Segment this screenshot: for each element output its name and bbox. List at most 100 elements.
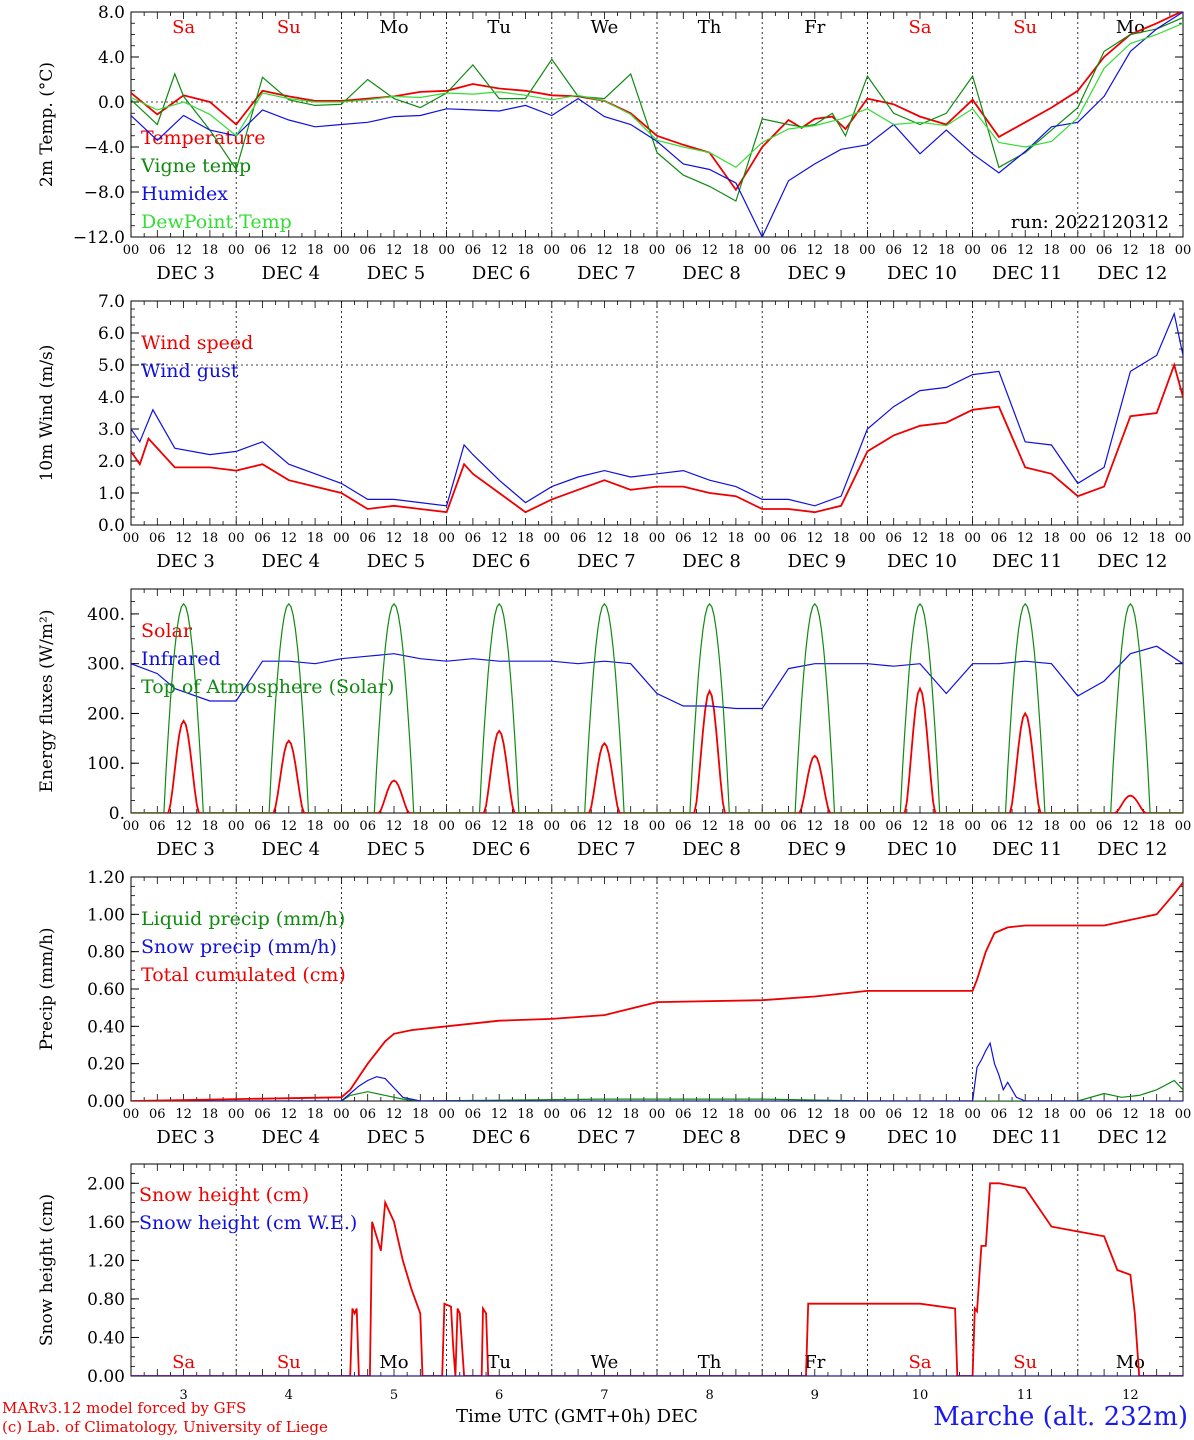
hour-label: 06 bbox=[149, 531, 166, 546]
date-label: DEC 5 bbox=[367, 839, 426, 860]
hour-label: 12 bbox=[1122, 243, 1139, 258]
legend-entry: Snow height (cm W.E.) bbox=[139, 1212, 357, 1234]
hour-label: 12 bbox=[386, 1107, 403, 1122]
date-label: DEC 12 bbox=[1097, 1127, 1167, 1148]
hour-label: 06 bbox=[1096, 531, 1113, 546]
hour-label: 12 bbox=[281, 243, 298, 258]
y-tick-label: 3.0 bbox=[98, 420, 125, 440]
hour-label: 06 bbox=[780, 531, 797, 546]
hour-label: 00 bbox=[1175, 1107, 1192, 1122]
y-tick-label: 4.0 bbox=[98, 388, 125, 408]
hour-label: 12 bbox=[912, 819, 929, 834]
date-label: DEC 10 bbox=[887, 839, 957, 860]
weekday-label: Th bbox=[698, 1352, 722, 1373]
y-axis-title: Energy fluxes (W/m²) bbox=[37, 610, 57, 793]
hour-label: 00 bbox=[859, 819, 876, 834]
day-number-label: 5 bbox=[390, 1388, 398, 1403]
day-number-label: 10 bbox=[912, 1388, 929, 1403]
date-label: DEC 4 bbox=[262, 839, 321, 860]
hour-label: 06 bbox=[359, 819, 376, 834]
date-label: DEC 6 bbox=[472, 839, 531, 860]
weekday-label: Sa bbox=[908, 17, 931, 38]
y-tick-label: −12.0 bbox=[73, 228, 125, 248]
weekday-label: Su bbox=[277, 1352, 301, 1373]
date-label: DEC 6 bbox=[472, 263, 531, 284]
hour-label: 12 bbox=[912, 1107, 929, 1122]
hour-label: 18 bbox=[1148, 243, 1165, 258]
y-tick-label: 300. bbox=[87, 655, 125, 675]
weekday-label: Sa bbox=[172, 1352, 195, 1373]
hour-label: 00 bbox=[1070, 531, 1087, 546]
hour-label: 00 bbox=[754, 531, 771, 546]
legend-entry: Humidex bbox=[141, 183, 228, 205]
date-label: DEC 11 bbox=[992, 839, 1062, 860]
hour-label: 18 bbox=[622, 819, 639, 834]
hour-label: 06 bbox=[1096, 819, 1113, 834]
y-tick-label: 1.20 bbox=[87, 868, 125, 888]
hour-label: 00 bbox=[754, 243, 771, 258]
weekday-label: Mo bbox=[379, 1352, 408, 1373]
series-line-vigne-temp bbox=[131, 17, 1183, 202]
hour-label: 12 bbox=[807, 1107, 824, 1122]
model-line: MARv3.12 model forced by GFS bbox=[2, 1399, 247, 1417]
legend-entry: Liquid precip (mm/h) bbox=[141, 908, 345, 930]
hour-label: 00 bbox=[1070, 1107, 1087, 1122]
date-label: DEC 6 bbox=[472, 1127, 531, 1148]
hour-label: 18 bbox=[622, 1107, 639, 1122]
hour-label: 00 bbox=[123, 243, 140, 258]
hour-label: 18 bbox=[307, 819, 324, 834]
weekday-label: Fr bbox=[804, 1352, 825, 1373]
hour-label: 18 bbox=[1043, 243, 1060, 258]
legend-entry: Temperature bbox=[141, 127, 265, 149]
date-label: DEC 11 bbox=[992, 263, 1062, 284]
hour-label: 18 bbox=[833, 1107, 850, 1122]
hour-label: 00 bbox=[123, 531, 140, 546]
hour-label: 12 bbox=[701, 1107, 718, 1122]
date-label: DEC 4 bbox=[262, 263, 321, 284]
hour-label: 18 bbox=[517, 531, 534, 546]
series-line-snow-precip-mm-h- bbox=[131, 1041, 1183, 1101]
hour-label: 18 bbox=[833, 531, 850, 546]
hour-label: 18 bbox=[412, 819, 429, 834]
date-label: DEC 7 bbox=[577, 551, 636, 572]
hour-label: 06 bbox=[991, 819, 1008, 834]
series-line-snow-height-cm- bbox=[131, 1182, 1183, 1376]
hour-label: 12 bbox=[1017, 243, 1034, 258]
date-label: DEC 4 bbox=[262, 1127, 321, 1148]
hour-label: 18 bbox=[938, 819, 955, 834]
panel-2: 7.0 6.0 5.0 4.0 3.0 2.0 1.0 0.0 10m Wind (m/s) 00… bbox=[37, 292, 1191, 572]
hour-label: 06 bbox=[570, 531, 587, 546]
legend-entry: Total cumulated (cm) bbox=[141, 964, 346, 986]
series-line-total-cumulated-cm- bbox=[131, 882, 1183, 1101]
hour-label: 12 bbox=[596, 243, 613, 258]
hour-label: 06 bbox=[885, 1107, 902, 1122]
y-tick-label: 8.0 bbox=[98, 3, 125, 23]
y-tick-label: 7.0 bbox=[98, 292, 125, 312]
y-tick-label: 100. bbox=[87, 754, 125, 774]
hour-label: 00 bbox=[1070, 243, 1087, 258]
hour-label: 00 bbox=[859, 531, 876, 546]
day-number-label: 9 bbox=[811, 1388, 819, 1403]
y-tick-label: 0.80 bbox=[87, 943, 125, 963]
hour-label: 06 bbox=[254, 1107, 271, 1122]
hour-label: 06 bbox=[991, 531, 1008, 546]
date-label: DEC 8 bbox=[682, 1127, 741, 1148]
hour-label: 00 bbox=[754, 1107, 771, 1122]
hour-label: 18 bbox=[517, 819, 534, 834]
hour-label: 06 bbox=[149, 1107, 166, 1122]
series-line-temperature bbox=[131, 12, 1183, 192]
weekday-label: Fr bbox=[804, 17, 825, 38]
legend-entry: Wind gust bbox=[141, 360, 239, 382]
hour-label: 18 bbox=[412, 1107, 429, 1122]
run-label: run: 2022120312 bbox=[1011, 212, 1169, 233]
hour-label: 00 bbox=[544, 1107, 561, 1122]
weekday-label: Mo bbox=[379, 17, 408, 38]
y-tick-label: 5.0 bbox=[98, 356, 125, 376]
hour-label: 18 bbox=[1043, 1107, 1060, 1122]
weekday-label: Tu bbox=[487, 1352, 511, 1373]
day-number-label: 8 bbox=[705, 1388, 713, 1403]
hour-label: 00 bbox=[123, 819, 140, 834]
date-label: DEC 8 bbox=[682, 839, 741, 860]
day-number-label: 4 bbox=[285, 1388, 293, 1403]
hour-label: 18 bbox=[202, 819, 219, 834]
